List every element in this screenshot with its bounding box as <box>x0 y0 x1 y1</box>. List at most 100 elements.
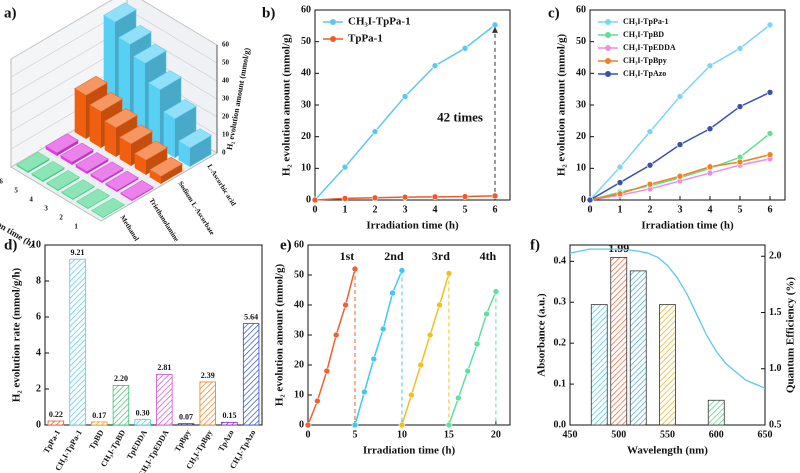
arrow-head <box>492 26 498 33</box>
y-tick-label: 2 <box>36 383 41 394</box>
bar <box>177 423 195 426</box>
bar <box>46 170 80 192</box>
value-label: 0.30 <box>136 408 150 417</box>
value-label: 2.20 <box>114 374 128 383</box>
bar <box>69 258 86 426</box>
bar <box>120 180 154 202</box>
series-label: Triethanolamine <box>147 197 180 243</box>
bar-side-shade <box>145 147 167 175</box>
bar-side-shade <box>71 149 93 165</box>
bar-side-shade <box>56 140 78 156</box>
bar-top <box>119 124 153 145</box>
y-tick-label: 20 <box>294 359 304 370</box>
bar-top-shade <box>119 25 151 45</box>
x-tick-label: 1 <box>343 204 348 215</box>
data-point <box>473 340 481 348</box>
grid-line <box>10 0 218 60</box>
bar <box>629 270 647 426</box>
data-point <box>304 421 312 429</box>
y-tick-label: 50 <box>301 36 311 47</box>
bar-top <box>74 75 108 96</box>
x-tick-label: 5 <box>738 204 743 215</box>
data-point <box>676 141 684 148</box>
x-tick-label: 6 <box>493 204 498 215</box>
data-point <box>766 130 774 137</box>
data-point <box>676 93 684 100</box>
y-tick-label: 4 <box>36 347 41 358</box>
y-tick-label: 0.3 <box>554 297 567 308</box>
y2-tick-label: 2.0 <box>769 251 782 262</box>
data-point <box>401 93 409 100</box>
value-label: 0.07 <box>179 413 193 422</box>
data-point <box>736 158 744 166</box>
data-point <box>389 289 396 297</box>
bar-top-shade <box>76 152 108 172</box>
series-line <box>401 273 450 426</box>
x-axis-label: Irradiation time (h) <box>363 445 456 457</box>
bar-top-shade <box>105 108 137 128</box>
data-point <box>431 193 439 201</box>
bar-top <box>61 179 95 200</box>
x-tick-label: 5 <box>463 204 468 215</box>
y-tick-label: 6 <box>36 311 41 322</box>
bar-top-shade <box>47 170 79 190</box>
y-tick-label: 30 <box>294 329 304 340</box>
panel-letter: e) <box>280 237 292 253</box>
bar <box>134 140 168 176</box>
y-tick-label: 10 <box>301 163 311 174</box>
x-tick-label: 3 <box>678 204 683 215</box>
bar <box>90 161 124 184</box>
x-tick-label: 1 <box>74 222 78 230</box>
bar <box>610 256 628 426</box>
bar <box>105 170 139 193</box>
y-tick-label: 20 <box>576 131 586 142</box>
x-tick-label: 5 <box>352 429 357 440</box>
bar <box>60 142 94 166</box>
y2-tick-label: 1.5 <box>769 307 782 318</box>
series-line <box>448 291 497 426</box>
bar <box>45 133 79 157</box>
bar-top-shade <box>92 198 124 217</box>
y-tick-label: 0.2 <box>554 337 567 348</box>
bar-top-shade <box>32 161 64 181</box>
x-tick-label: TpBD <box>87 428 105 451</box>
x-tick-label: TpEDDA <box>125 428 149 461</box>
value-label: 1.99 <box>608 241 629 255</box>
data-point <box>314 397 321 405</box>
bar-top <box>89 92 123 112</box>
bar <box>75 152 109 175</box>
bar-top-shade <box>134 44 166 64</box>
value-label: 5.64 <box>244 312 258 321</box>
x-tick-label: 4 <box>29 195 33 203</box>
data-point <box>455 394 462 402</box>
y-tick-label: 50 <box>294 269 304 280</box>
data-point <box>461 45 469 52</box>
bar-top-shade <box>164 99 196 119</box>
x-axis-label: Wavelength (nm) <box>627 445 708 457</box>
x-axis-label: Irradiation time (h) <box>366 220 459 232</box>
x-tick-label: 2 <box>59 213 63 221</box>
bar-top-shade <box>120 125 152 144</box>
data-point <box>464 367 472 375</box>
bar-top-shade <box>75 76 107 96</box>
y-tick-label: 0.1 <box>554 378 567 389</box>
x-tick-label: 4 <box>708 204 713 215</box>
legend-marker <box>605 32 611 38</box>
bar-top <box>105 170 139 191</box>
data-point <box>736 103 744 110</box>
bar <box>47 420 65 426</box>
y-tick-label: 60 <box>576 4 586 15</box>
x-tick-label: 600 <box>709 429 724 440</box>
x-tick-label: 1 <box>618 204 623 215</box>
annotation: 42 times <box>437 109 483 124</box>
cycle-label: 1st <box>340 249 355 263</box>
bar <box>242 323 260 426</box>
data-point <box>646 161 654 169</box>
bar <box>91 197 125 219</box>
y-tick-label: 0 <box>581 194 586 205</box>
bar <box>221 421 238 426</box>
data-point <box>706 62 714 70</box>
data-point <box>616 179 624 186</box>
x-tick-label: 10 <box>397 429 407 440</box>
bar <box>659 304 676 426</box>
